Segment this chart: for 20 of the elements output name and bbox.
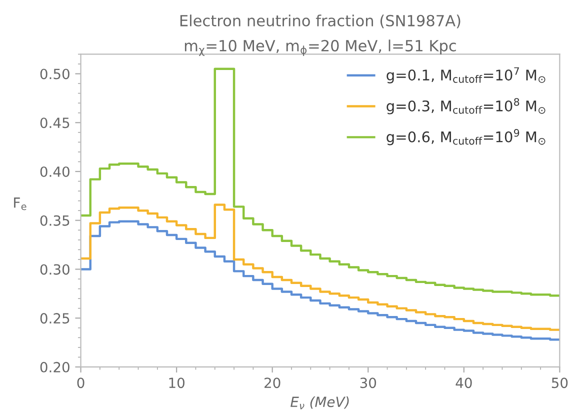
- chart-subtitle: m$_{χ}$=10 MeV, m$_{ϕ}$=20 MeV, l=51 Kpc: [184, 40, 456, 56]
- legend-label: g=0.1, M$_{cutoff}$=10$^{7}$ M$_{⊙}$: [386, 67, 546, 84]
- y-tick-label: 0.40: [40, 166, 70, 177]
- y-tick-label: 0.35: [40, 215, 70, 226]
- y-tick-label: 0.45: [40, 118, 70, 128]
- y-tick-label: 0.20: [40, 362, 70, 372]
- legend-label: g=0.3, M$_{cutoff}$=10$^{8}$ M$_{⊙}$: [386, 98, 546, 114]
- x-tick-label: 30: [360, 378, 376, 388]
- x-tick-label: 10: [169, 378, 184, 388]
- x-tick-label: 20: [264, 378, 280, 388]
- legend-label: g=0.6, M$_{cutoff}$=10$^{9}$ M$_{⊙}$: [386, 129, 546, 146]
- x-tick-label: 40: [456, 378, 472, 388]
- chart-title: Electron neutrino fraction (SN1987A): [180, 14, 460, 28]
- y-tick-label: 0.30: [40, 264, 70, 275]
- y-tick-label: 0.25: [40, 313, 70, 324]
- x-axis-title: E$_{ν}$ (MeV): [290, 396, 349, 410]
- y-tick-label: 0.50: [40, 68, 70, 80]
- x-tick-label: 0: [77, 378, 84, 388]
- y-axis-title: F$_{e}$: [14, 198, 26, 210]
- x-tick-label: 50: [552, 378, 568, 388]
